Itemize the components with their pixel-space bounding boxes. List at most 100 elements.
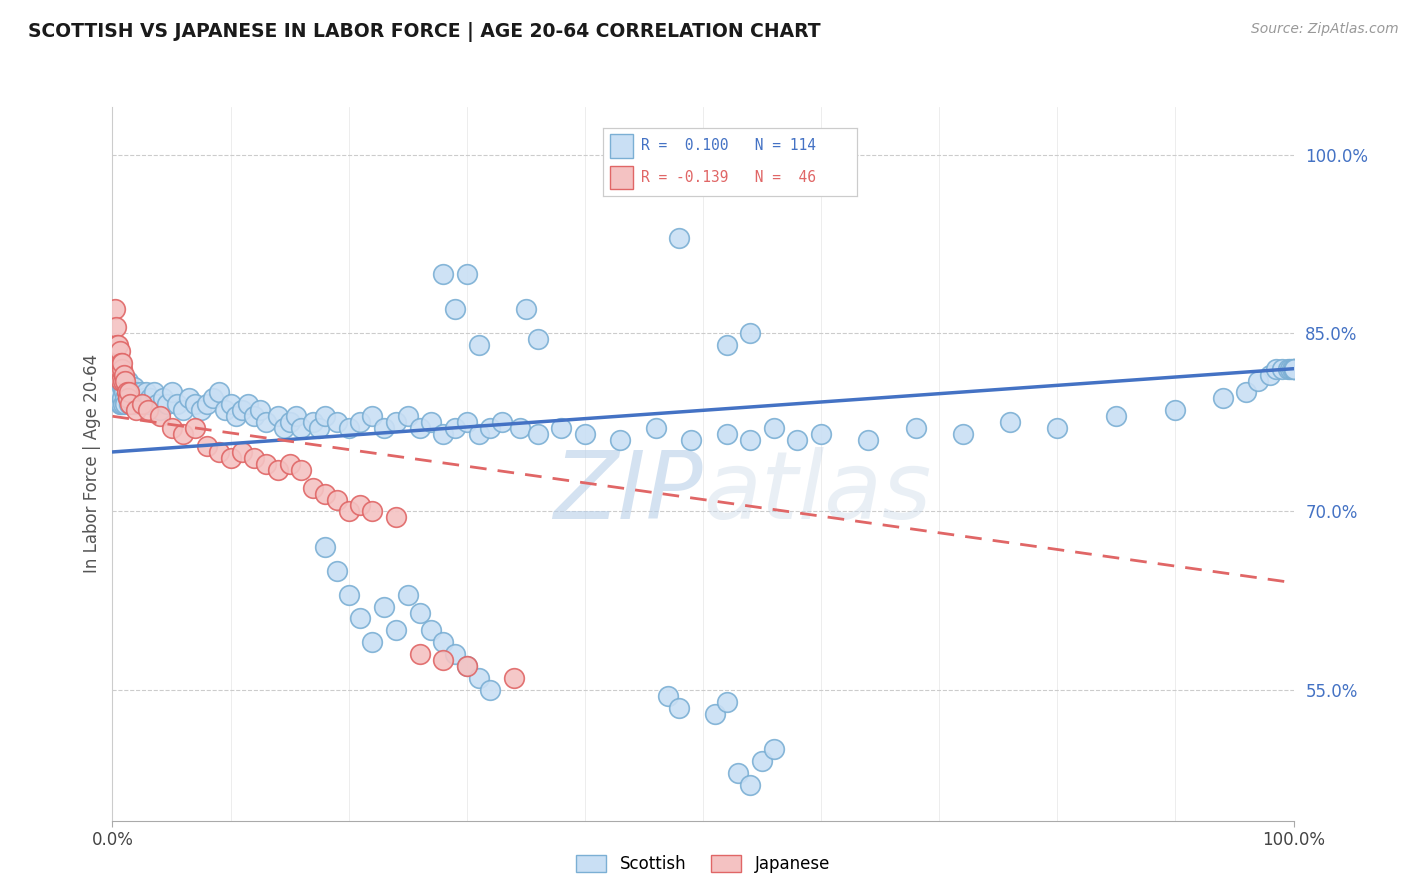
Point (127, 397, 149, 411)
Point (142, 385, 165, 400)
Point (574, 427, 596, 442)
Point (149, 403, 172, 417)
Point (134, 392, 156, 406)
Point (385, 510, 408, 524)
Point (112, 385, 135, 400)
Point (208, 445, 231, 459)
Point (716, 695, 738, 709)
Point (1247, 374, 1270, 388)
Point (131, 397, 153, 411)
Point (243, 450, 266, 465)
Point (998, 415, 1021, 429)
Point (136, 403, 159, 417)
Point (740, 433, 762, 447)
Point (127, 392, 149, 406)
Point (278, 415, 301, 429)
Point (105, 379, 128, 393)
Point (273, 421, 295, 435)
Point (668, 231, 690, 245)
Point (515, 302, 537, 317)
Point (254, 415, 277, 429)
Point (1278, 361, 1301, 376)
Point (432, 267, 454, 281)
Point (385, 624, 408, 638)
Point (112, 368, 135, 382)
Point (120, 385, 142, 400)
Point (609, 433, 631, 447)
Point (308, 421, 330, 435)
Legend: Scottish, Japanese: Scottish, Japanese (569, 848, 837, 880)
Point (231, 445, 253, 459)
Point (290, 421, 312, 435)
Point (361, 504, 384, 518)
Point (129, 385, 152, 400)
Point (373, 599, 395, 614)
Point (337, 504, 360, 518)
Point (361, 409, 384, 424)
Point (117, 392, 139, 406)
Point (238, 397, 260, 411)
Point (111, 356, 134, 370)
Point (444, 302, 467, 317)
Point (326, 564, 349, 578)
Point (136, 397, 159, 411)
Point (278, 457, 301, 471)
Point (110, 374, 132, 388)
Point (114, 392, 136, 406)
Point (120, 392, 142, 406)
Point (249, 403, 271, 417)
Point (526, 427, 548, 442)
Point (751, 754, 773, 768)
Point (125, 403, 148, 417)
Point (131, 397, 153, 411)
Bar (610, 166, 633, 189)
Point (114, 374, 136, 388)
Point (952, 427, 974, 442)
Point (160, 385, 183, 400)
Point (146, 397, 169, 411)
Point (208, 385, 231, 400)
Point (152, 392, 174, 406)
Point (479, 682, 502, 697)
Point (105, 356, 128, 370)
Point (326, 492, 349, 507)
Point (1281, 361, 1303, 376)
Point (314, 486, 336, 500)
Point (219, 397, 242, 411)
Point (105, 320, 128, 334)
Point (121, 397, 143, 411)
Point (267, 409, 290, 424)
Point (740, 778, 762, 792)
Point (349, 415, 371, 429)
Point (117, 392, 139, 406)
Point (122, 379, 145, 393)
Point (125, 385, 148, 400)
Point (108, 361, 131, 376)
Point (396, 588, 419, 602)
Point (179, 392, 201, 406)
Point (118, 385, 141, 400)
Point (1258, 368, 1281, 382)
Point (491, 415, 513, 429)
Point (1271, 361, 1294, 376)
Point (195, 397, 218, 411)
Point (190, 403, 212, 417)
Point (727, 766, 749, 780)
Point (302, 481, 325, 495)
Point (467, 338, 489, 352)
Point (904, 421, 927, 435)
Point (337, 588, 360, 602)
Point (456, 415, 478, 429)
Point (243, 409, 266, 424)
Point (118, 385, 141, 400)
Point (740, 326, 762, 340)
Point (225, 409, 247, 424)
Point (1164, 403, 1187, 417)
Point (108, 397, 131, 411)
Point (108, 385, 131, 400)
Point (104, 302, 127, 317)
Point (112, 379, 135, 393)
Point (408, 421, 430, 435)
Point (1105, 409, 1128, 424)
Point (110, 374, 132, 388)
